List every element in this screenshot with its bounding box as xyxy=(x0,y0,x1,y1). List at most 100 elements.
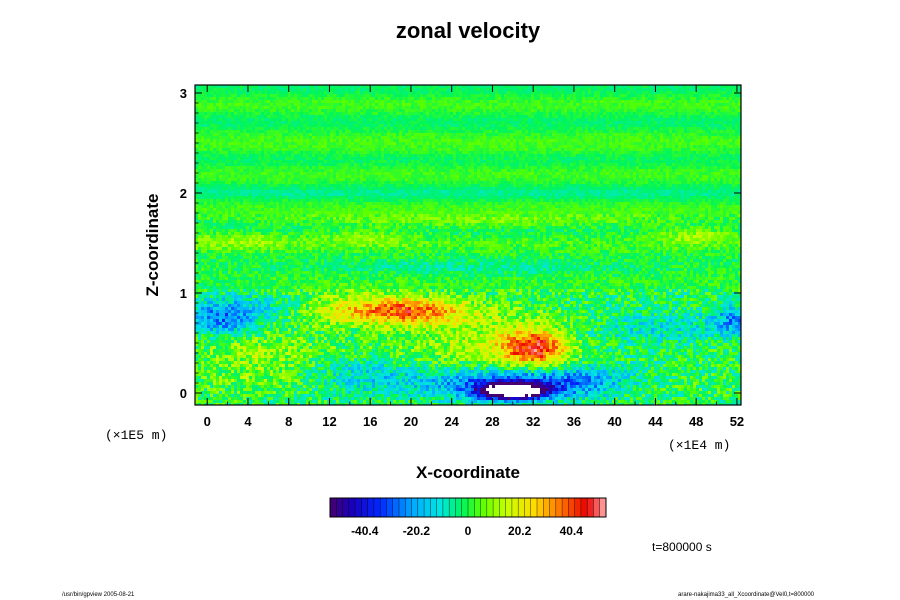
heatmap-cell xyxy=(621,127,624,130)
heatmap-cell xyxy=(651,91,654,94)
heatmap-cell xyxy=(615,103,618,106)
heatmap-cell xyxy=(561,109,564,112)
heatmap-cell xyxy=(435,166,438,169)
heatmap-cell xyxy=(411,109,414,112)
heatmap-cell xyxy=(306,118,309,121)
heatmap-cell xyxy=(447,115,450,118)
heatmap-cell xyxy=(234,94,237,97)
heatmap-cell xyxy=(714,112,717,115)
heatmap-cell xyxy=(561,145,564,148)
heatmap-cell xyxy=(345,103,348,106)
heatmap-cell xyxy=(732,88,735,91)
heatmap-cell xyxy=(384,142,387,145)
heatmap-cell xyxy=(711,148,714,151)
heatmap-cell xyxy=(639,109,642,112)
heatmap-cell xyxy=(603,130,606,133)
heatmap-cell xyxy=(456,106,459,109)
heatmap-cell xyxy=(228,160,231,163)
heatmap-cell xyxy=(237,112,240,115)
heatmap-cell xyxy=(687,154,690,157)
heatmap-cell xyxy=(216,166,219,169)
heatmap-cell xyxy=(708,124,711,127)
heatmap-cell xyxy=(702,118,705,121)
heatmap-cell xyxy=(444,136,447,139)
heatmap-cell xyxy=(351,148,354,151)
heatmap-cell xyxy=(477,115,480,118)
heatmap-cell xyxy=(603,160,606,163)
heatmap-cell xyxy=(333,91,336,94)
heatmap-cell xyxy=(225,121,228,124)
heatmap-cell xyxy=(576,127,579,130)
heatmap-cell xyxy=(267,115,270,118)
heatmap-cell xyxy=(537,127,540,130)
heatmap-cell xyxy=(222,160,225,163)
heatmap-cell xyxy=(288,106,291,109)
heatmap-cell xyxy=(618,124,621,127)
heatmap-cell xyxy=(228,142,231,145)
heatmap-cell xyxy=(654,142,657,145)
heatmap-cell xyxy=(693,115,696,118)
heatmap-cell xyxy=(597,130,600,133)
heatmap-cell xyxy=(738,121,741,124)
heatmap-cell xyxy=(609,100,612,103)
heatmap-cell xyxy=(660,118,663,121)
heatmap-cell xyxy=(528,97,531,100)
heatmap-cell xyxy=(570,112,573,115)
heatmap-cell xyxy=(738,139,741,142)
heatmap-cell xyxy=(495,145,498,148)
heatmap-cell xyxy=(405,163,408,166)
heatmap-cell xyxy=(486,103,489,106)
heatmap-cell xyxy=(705,157,708,160)
heatmap-cell xyxy=(654,112,657,115)
heatmap-cell xyxy=(696,157,699,160)
heatmap-cell xyxy=(438,139,441,142)
heatmap-cell xyxy=(558,109,561,112)
heatmap-cell xyxy=(585,97,588,100)
heatmap-cell xyxy=(198,133,201,136)
heatmap-cell xyxy=(342,121,345,124)
heatmap-cell xyxy=(354,136,357,139)
heatmap-cell xyxy=(327,97,330,100)
heatmap-cell xyxy=(306,127,309,130)
heatmap-cell xyxy=(657,106,660,109)
heatmap-cell xyxy=(297,142,300,145)
heatmap-cell xyxy=(564,91,567,94)
heatmap-cell xyxy=(234,136,237,139)
heatmap-cell xyxy=(600,160,603,163)
heatmap-cell xyxy=(207,163,210,166)
heatmap-cell xyxy=(501,127,504,130)
heatmap-cell xyxy=(702,130,705,133)
heatmap-cell xyxy=(474,109,477,112)
heatmap-cell xyxy=(435,160,438,163)
heatmap-cell xyxy=(645,115,648,118)
heatmap-cell xyxy=(534,112,537,115)
heatmap-cell xyxy=(387,118,390,121)
heatmap-cell xyxy=(384,115,387,118)
heatmap-cell xyxy=(516,124,519,127)
heatmap-cell xyxy=(297,121,300,124)
heatmap-cell xyxy=(726,142,729,145)
heatmap-cell xyxy=(375,157,378,160)
heatmap-cell xyxy=(648,145,651,148)
heatmap-cell xyxy=(453,112,456,115)
heatmap-cell xyxy=(195,145,198,148)
heatmap-cell xyxy=(588,109,591,112)
heatmap-cell xyxy=(252,127,255,130)
heatmap-cell xyxy=(303,88,306,91)
heatmap-cell xyxy=(534,154,537,157)
heatmap-cell xyxy=(213,121,216,124)
heatmap-cell xyxy=(348,151,351,154)
heatmap-cell xyxy=(426,94,429,97)
heatmap-cell xyxy=(591,112,594,115)
heatmap-cell xyxy=(492,142,495,145)
heatmap-cell xyxy=(528,94,531,97)
heatmap-cell xyxy=(639,124,642,127)
heatmap-cell xyxy=(540,130,543,133)
heatmap-cell xyxy=(348,118,351,121)
heatmap-cell xyxy=(237,142,240,145)
heatmap-cell xyxy=(450,151,453,154)
heatmap-cell xyxy=(546,109,549,112)
heatmap-cell xyxy=(660,112,663,115)
heatmap-cell xyxy=(294,139,297,142)
heatmap-cell xyxy=(645,109,648,112)
